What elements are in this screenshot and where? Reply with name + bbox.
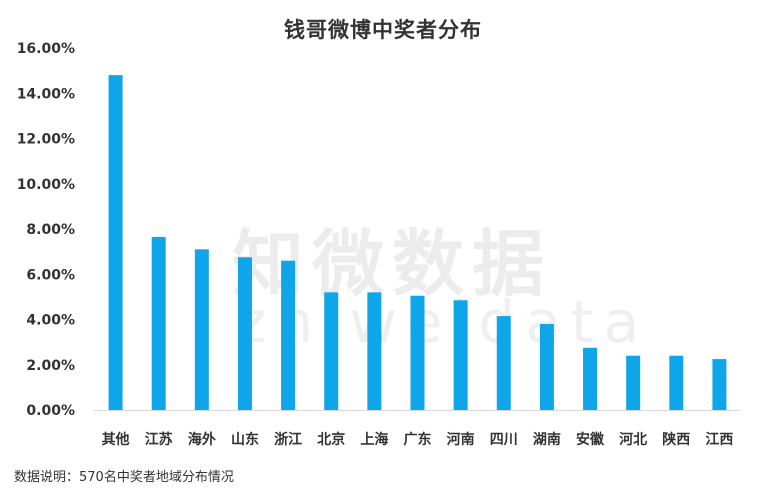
watermark-english: zhiweidata [236,288,650,356]
bar-2 [151,236,166,410]
x-tick-label: 安徽 [576,431,605,448]
bar-14 [669,355,684,410]
bar-5 [281,260,296,410]
bar-6 [324,292,339,410]
x-tick-label: 江苏 [145,431,173,448]
y-tick-label: 10.00% [17,177,75,193]
x-tick-label: 广东 [404,431,432,448]
chart-title: 钱哥微博中奖者分布 [284,18,482,42]
x-tick-label: 山东 [231,431,259,448]
data-footnote: 数据说明：570名中奖者地域分布情况 [14,470,234,485]
bar-4 [237,257,252,410]
bar-9 [453,300,468,410]
bar-1 [108,75,123,411]
y-tick-label: 8.00% [26,222,75,238]
y-tick-label: 0.00% [26,403,75,419]
bar-7 [367,292,382,410]
bar-12 [583,347,598,410]
x-tick-label: 上海 [360,431,388,448]
bar-11 [539,324,554,410]
x-tick-label: 江西 [705,431,733,448]
bar-3 [194,249,209,410]
x-tick-label: 河北 [619,431,647,448]
bar-13 [626,355,641,410]
bar-15 [712,359,727,410]
bar-8 [410,295,425,410]
bar-10 [496,316,511,410]
x-tick-label: 湖南 [533,431,561,448]
x-tick-label: 陕西 [662,431,690,448]
x-tick-label: 河南 [447,431,475,448]
x-tick-label: 其他 [102,431,130,448]
y-tick-label: 2.00% [26,358,75,374]
y-tick-label: 14.00% [17,86,75,102]
x-tick-label: 浙江 [274,431,302,448]
x-tick-label: 四川 [490,432,518,448]
y-tick-label: 6.00% [26,267,75,283]
y-tick-label: 16.00% [17,41,75,57]
x-tick-label: 海外 [188,431,216,448]
y-tick-label: 4.00% [26,313,75,329]
x-tick-label: 北京 [317,431,345,448]
y-tick-label: 12.00% [17,132,75,148]
